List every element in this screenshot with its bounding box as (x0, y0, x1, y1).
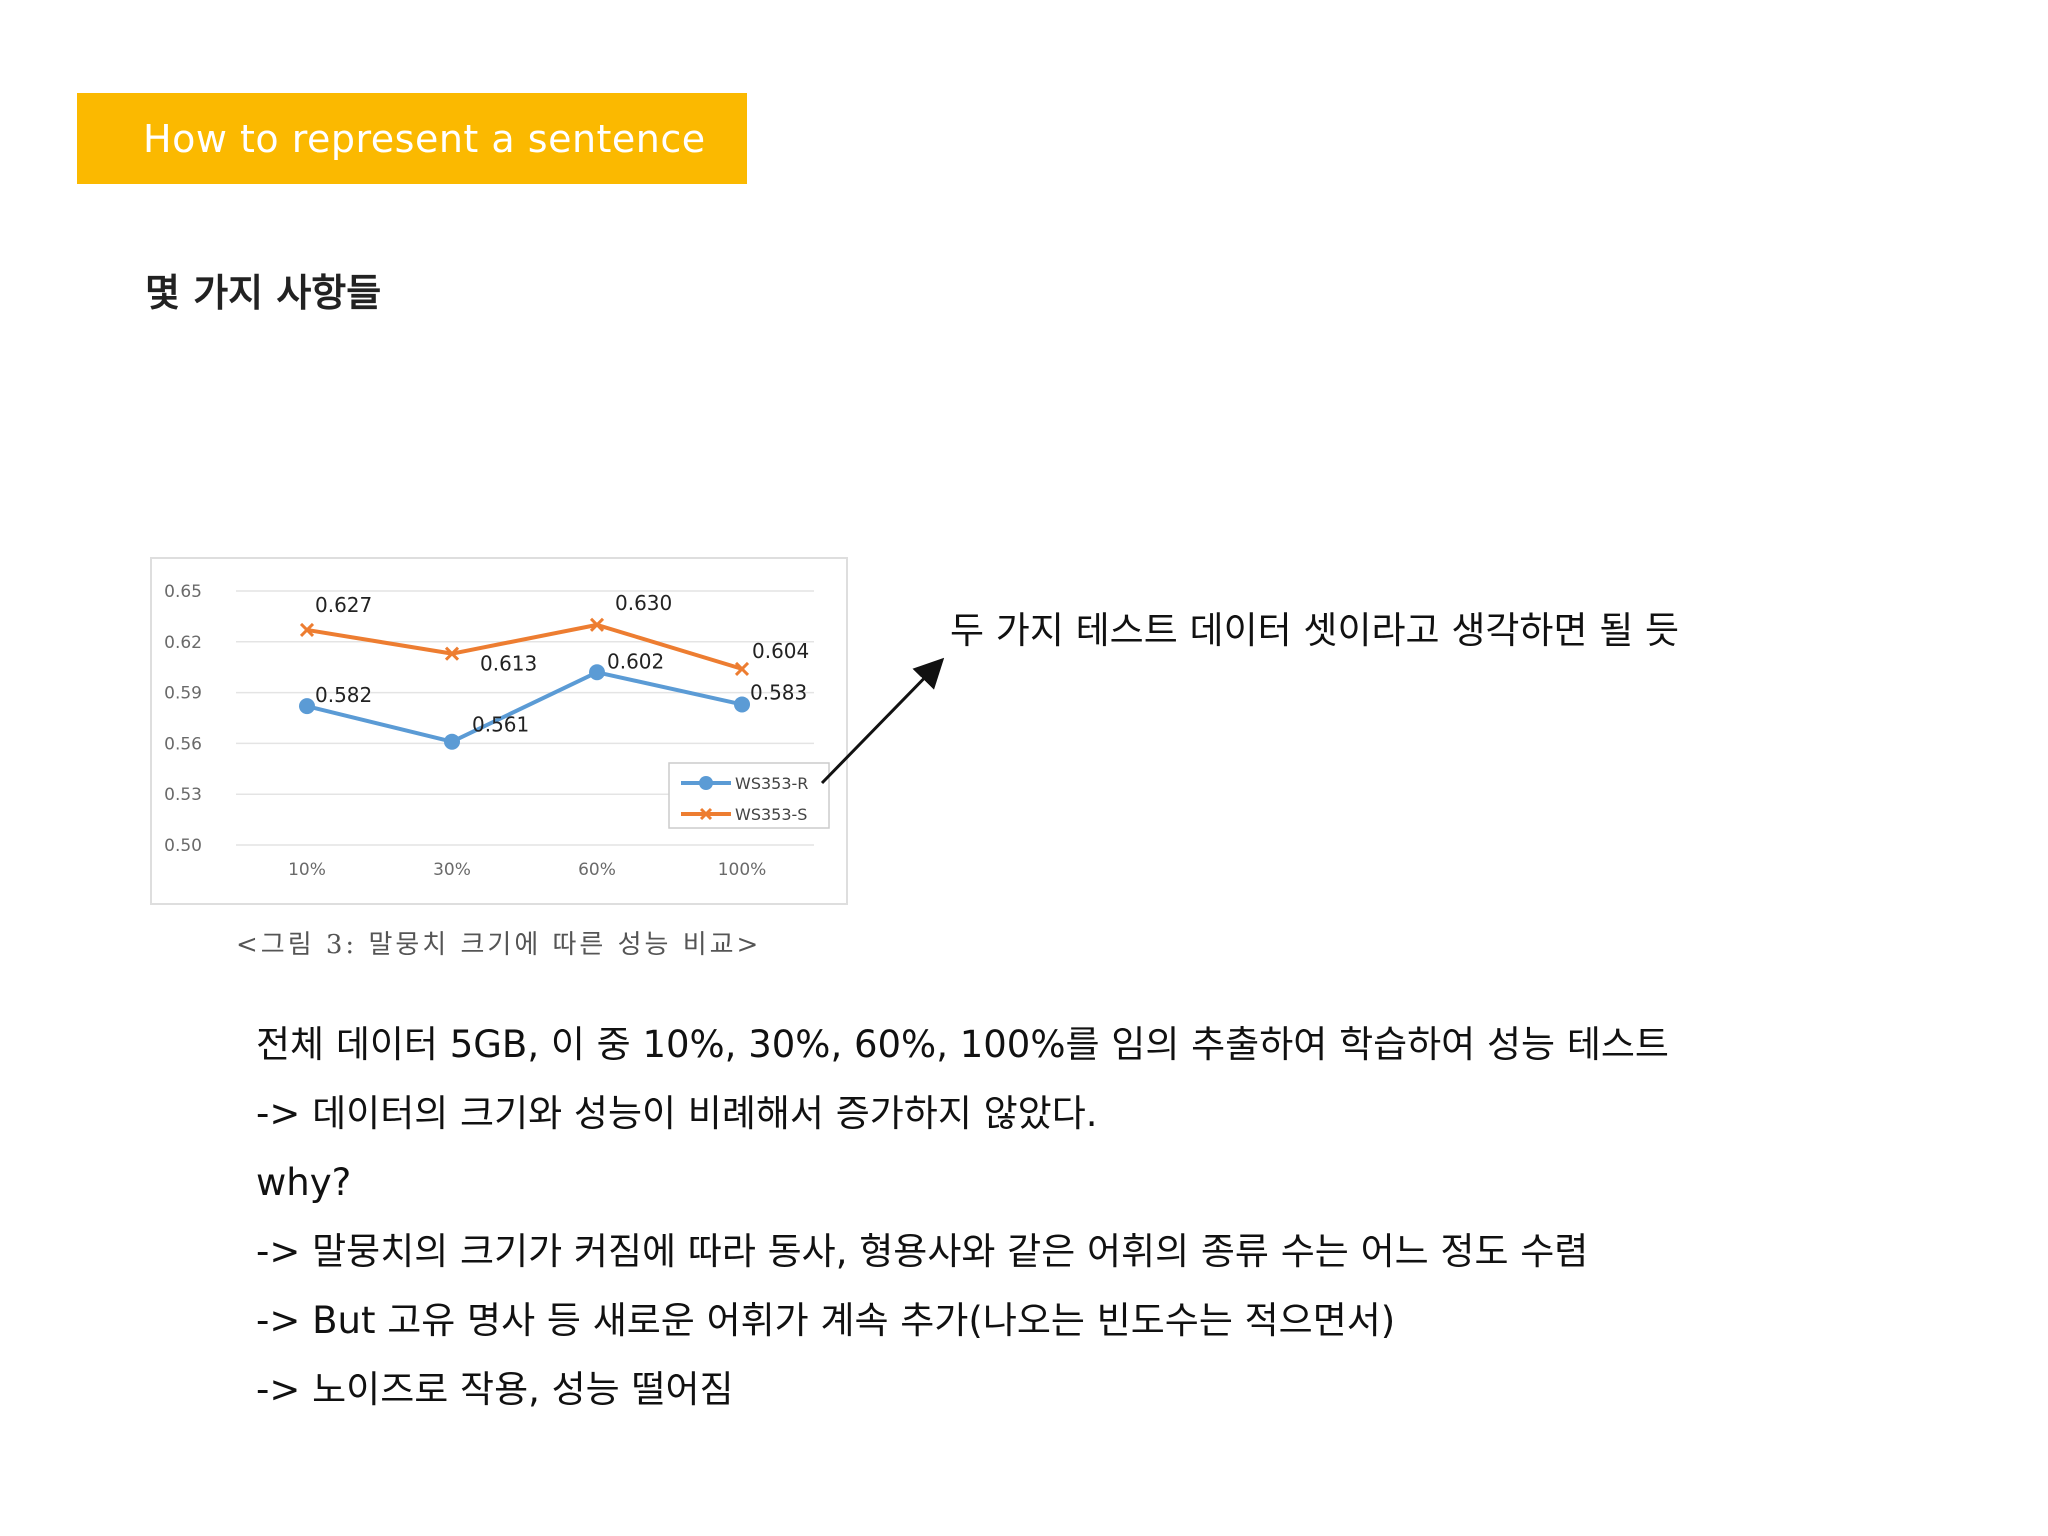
data-label: 0.561 (472, 713, 529, 737)
x-tick-label: 30% (433, 860, 471, 880)
body-line: -> 말뭉치의 크기가 커짐에 따라 동사, 형용사와 같은 어휘의 종류 수는… (256, 1230, 1589, 1273)
body-text: 전체 데이터 5GB, 이 중 10%, 30%, 60%, 100%를 임의 … (256, 1010, 2016, 1424)
body-line: why? (256, 1161, 352, 1204)
title-banner: How to represent a sentence (77, 93, 747, 184)
series-line-ws353-s (306, 622, 743, 671)
arrow-icon (820, 657, 945, 785)
y-tick-label: 0.50 (164, 836, 202, 856)
y-tick-label: 0.62 (164, 633, 202, 653)
data-point (299, 698, 315, 715)
y-tick-label: 0.53 (164, 785, 202, 805)
body-line: -> 노이즈로 작용, 성능 떨어짐 (256, 1368, 734, 1411)
data-point (299, 622, 315, 638)
x-tick-label: 60% (578, 860, 616, 880)
y-tick-label: 0.65 (164, 582, 202, 602)
data-label: 0.602 (607, 649, 664, 673)
data-point (589, 664, 605, 681)
figure-caption: <그림 3: 말뭉치 크기에 따른 성능 비교> (236, 930, 762, 960)
data-point (734, 661, 750, 676)
body-line: -> But 고유 명사 등 새로운 어휘가 계속 추가(나오는 빈도수는 적으… (256, 1299, 1396, 1342)
legend-marker (699, 776, 713, 790)
series-line-ws353-r (306, 670, 743, 744)
y-tick-label: 0.56 (164, 734, 202, 754)
data-point (734, 696, 750, 713)
data-label: 0.582 (315, 683, 372, 707)
data-label: 0.627 (315, 593, 372, 617)
y-tick-label: 0.59 (164, 684, 202, 704)
annotation-text: 두 가지 테스트 데이터 셋이라고 생각하면 될 듯 (950, 609, 1680, 652)
data-label: 0.613 (480, 652, 537, 676)
x-tick-label: 10% (288, 860, 326, 880)
data-point (589, 617, 605, 632)
data-point (444, 733, 460, 750)
data-point (444, 646, 460, 661)
body-line: 전체 데이터 5GB, 이 중 10%, 30%, 60%, 100%를 임의 … (256, 1023, 1669, 1066)
line-chart-svg: 0.65 0.62 0.59 0.56 0.53 0.50 10% 30% 60% 100% 0.5… (164, 582, 830, 880)
section-subtitle: 몇 가지 사항들 (145, 271, 382, 315)
banner-title: How to represent a sentence (143, 116, 706, 161)
data-label: 0.604 (752, 639, 809, 663)
legend-marker (699, 807, 713, 821)
legend-label: WS353-S (735, 805, 807, 824)
data-label: 0.583 (750, 680, 807, 704)
x-tick-label: 100% (718, 860, 767, 880)
data-label: 0.630 (615, 591, 672, 615)
body-line: -> 데이터의 크기와 성능이 비례해서 증가하지 않았다. (256, 1092, 1098, 1135)
legend-box (668, 762, 830, 829)
line-chart: 0.65 0.62 0.59 0.56 0.53 0.50 10% 30% 60% 100% 0.5… (150, 557, 848, 905)
legend-label: WS353-R (735, 774, 808, 793)
